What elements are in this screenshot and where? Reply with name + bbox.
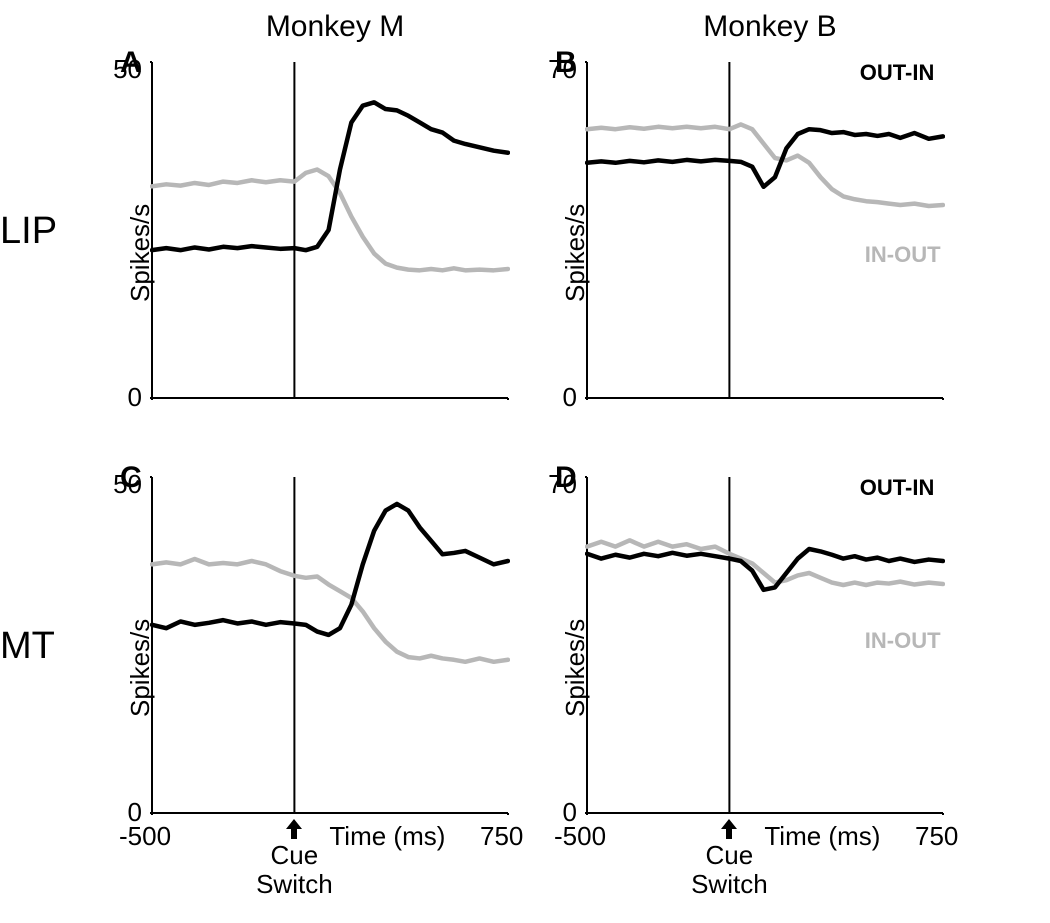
y-axis-label: Spikes/s	[125, 204, 156, 302]
y-tick-label: 50	[102, 54, 142, 85]
col-header-monkey-m: Monkey M	[235, 10, 435, 44]
panel-a: A050Spikes/s	[150, 60, 510, 400]
x-tick-label: 750	[480, 821, 523, 852]
series-label-out-in: OUT-IN	[860, 475, 935, 501]
series-label-out-in: OUT-IN	[860, 60, 935, 86]
x-tick-label: -500	[554, 821, 606, 852]
series-label-in-out: IN-OUT	[865, 628, 941, 654]
panel-plot	[150, 60, 510, 400]
cue-switch-label: CueSwitch	[249, 841, 339, 898]
y-tick-label: 70	[537, 469, 577, 500]
series-out-in	[587, 129, 943, 187]
series-in-out	[152, 559, 508, 662]
cue-switch-arrow-icon	[718, 817, 740, 839]
y-tick-label: 0	[102, 382, 142, 413]
y-axis-label: Spikes/s	[125, 619, 156, 717]
panel-plot	[150, 475, 510, 815]
y-axis-label: Spikes/s	[560, 619, 591, 717]
panel-d: D070Spikes/sOUT-ININ-OUT-500750Time (ms)…	[585, 475, 945, 815]
row-label-mt: MT	[0, 625, 55, 668]
series-label-in-out: IN-OUT	[865, 242, 941, 268]
y-tick-label: 70	[537, 54, 577, 85]
y-tick-label: 0	[537, 382, 577, 413]
series-in-out	[587, 124, 943, 206]
row-label-lip: LIP	[0, 210, 57, 253]
col-header-monkey-b: Monkey B	[670, 10, 870, 44]
panel-c: C050Spikes/s-500750Time (ms)CueSwitch	[150, 475, 510, 815]
panel-plot	[585, 60, 945, 400]
cue-switch-label: CueSwitch	[684, 841, 774, 898]
y-axis-label: Spikes/s	[560, 204, 591, 302]
x-tick-label: -500	[119, 821, 171, 852]
figure-root: Monkey M Monkey B LIP MT A050Spikes/s B0…	[0, 0, 1050, 923]
series-out-in	[152, 504, 508, 635]
x-axis-label: Time (ms)	[764, 821, 880, 852]
x-tick-label: 750	[915, 821, 958, 852]
cue-switch-arrow-icon	[283, 817, 305, 839]
x-axis-label: Time (ms)	[329, 821, 445, 852]
y-tick-label: 50	[102, 469, 142, 500]
panel-b: B070Spikes/sOUT-ININ-OUT	[585, 60, 945, 400]
